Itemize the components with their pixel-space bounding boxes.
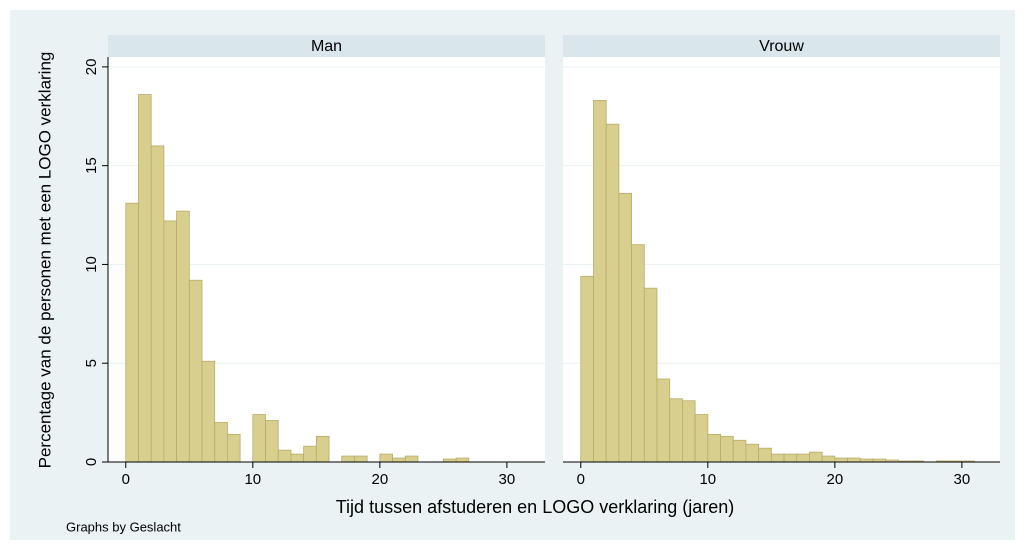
bar xyxy=(392,457,406,463)
x-axis-label: Tijd tussen afstuderen en LOGO verklarin… xyxy=(336,497,735,517)
bar xyxy=(188,279,203,463)
strip xyxy=(563,35,1000,57)
bar xyxy=(290,453,305,463)
bar xyxy=(847,457,861,463)
bar xyxy=(732,439,747,463)
bar xyxy=(834,457,848,463)
bar xyxy=(720,435,734,463)
bar xyxy=(150,145,165,463)
y-tick-label: 15 xyxy=(83,157,100,174)
bar xyxy=(341,455,355,463)
bar xyxy=(227,433,241,463)
y-tick-label: 10 xyxy=(83,256,100,273)
bar xyxy=(404,455,419,463)
x-tick-label: 20 xyxy=(827,471,844,488)
bar xyxy=(455,457,470,463)
bar xyxy=(809,451,823,463)
bar xyxy=(707,433,721,463)
note: Graphs by Geslacht xyxy=(66,519,181,534)
bar xyxy=(138,94,152,463)
bar xyxy=(682,400,696,463)
bar xyxy=(669,398,683,463)
strip xyxy=(108,35,545,57)
y-tick-label: 5 xyxy=(83,359,100,367)
bar xyxy=(656,378,671,463)
bar xyxy=(125,202,139,463)
bar xyxy=(618,192,632,463)
x-tick-label: 30 xyxy=(954,471,971,488)
y-tick-label: 0 xyxy=(83,458,100,466)
bar xyxy=(252,414,266,463)
bar xyxy=(201,360,216,463)
bar xyxy=(303,445,317,463)
panel-title: Vrouw xyxy=(759,38,804,55)
bar xyxy=(354,455,368,463)
bar xyxy=(593,100,607,463)
bar xyxy=(163,220,177,463)
bar xyxy=(821,455,836,463)
bar xyxy=(758,447,772,463)
bar xyxy=(315,435,330,463)
bar xyxy=(643,287,658,463)
bar xyxy=(265,420,279,463)
panel-title: Man xyxy=(311,38,342,55)
x-tick-label: 0 xyxy=(122,471,130,488)
x-tick-label: 10 xyxy=(699,471,716,488)
bar xyxy=(176,210,190,463)
x-tick-label: 30 xyxy=(499,471,516,488)
x-tick-label: 20 xyxy=(372,471,389,488)
bar xyxy=(605,123,620,463)
y-tick-label: 20 xyxy=(83,59,100,76)
y-axis-label: Percentage van de personen met een LOGO … xyxy=(35,52,54,469)
x-tick-label: 0 xyxy=(577,471,585,488)
bar xyxy=(379,453,393,463)
bar xyxy=(277,449,292,463)
bar xyxy=(694,414,709,463)
bar xyxy=(580,275,594,463)
bar xyxy=(770,453,785,463)
bar xyxy=(745,443,760,463)
bar xyxy=(631,244,645,463)
bar xyxy=(796,453,810,463)
bar xyxy=(783,453,798,463)
bar xyxy=(214,422,228,463)
x-tick-label: 10 xyxy=(244,471,261,488)
